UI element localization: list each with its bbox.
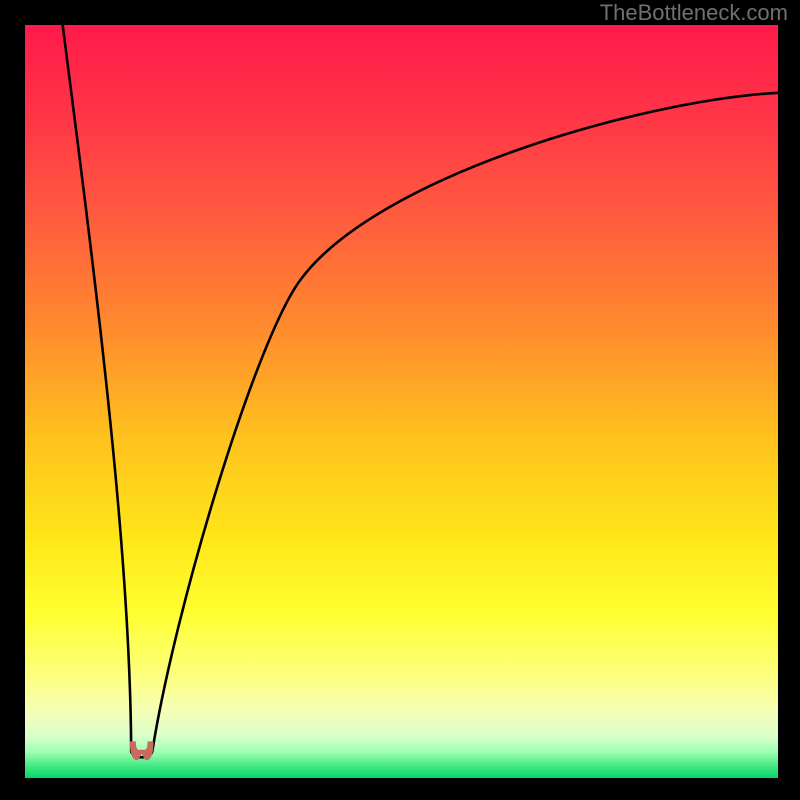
gradient-background — [25, 25, 778, 778]
plot-svg — [25, 25, 778, 778]
plot-area — [25, 25, 778, 778]
chart-frame: TheBottleneck.com — [0, 0, 800, 800]
watermark-text: TheBottleneck.com — [600, 0, 788, 26]
